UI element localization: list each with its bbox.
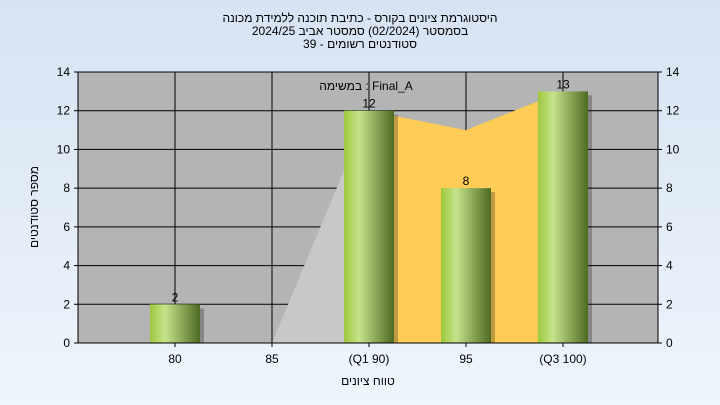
bar (150, 304, 200, 343)
y-tick-label-right: 10 (666, 142, 680, 156)
x-tick-label: 80 (168, 352, 182, 366)
plot-frame (77, 71, 659, 344)
annotation-label: במשימה : Final_A (319, 79, 413, 93)
y-tick-label-left: 10 (57, 142, 71, 156)
y-tick-label-left: 2 (63, 297, 70, 311)
y-axis-label: מספר סטודנטים (27, 166, 41, 248)
y-tick-label-right: 14 (666, 65, 680, 79)
y-tick-label-right: 12 (666, 104, 680, 118)
bar-value-label: 2 (172, 290, 179, 304)
x-tick-label: 95 (459, 352, 473, 366)
y-tick-label-right: 8 (666, 181, 673, 195)
bar (441, 188, 491, 343)
y-tick-label-left: 14 (57, 65, 71, 79)
bar-value-label: 13 (556, 77, 570, 91)
y-tick-label-right: 6 (666, 220, 673, 234)
bar (538, 91, 588, 343)
y-tick-label-left: 8 (63, 181, 70, 195)
x-tick-label: (Q1 90) (349, 352, 390, 366)
y-tick-label-right: 2 (666, 297, 673, 311)
y-tick-label-left: 12 (57, 104, 71, 118)
x-tick-label: (Q3 100) (539, 352, 586, 366)
bar (344, 110, 394, 343)
chart-title-line-3: סטודנטים רשומים - 39 (303, 37, 417, 51)
chart-title-line-1: היסטוגרמת ציונים בקורס - כתיבת תוכנה ללמ… (222, 11, 498, 25)
y-tick-label-left: 0 (63, 336, 70, 350)
y-tick-label-left: 6 (63, 220, 70, 234)
x-axis-label: טווח ציונים (341, 374, 395, 388)
x-tick-label: 85 (265, 352, 279, 366)
y-tick-label-right: 4 (666, 259, 673, 273)
bar-value-label: 8 (463, 174, 470, 188)
y-tick-label-left: 4 (63, 259, 70, 273)
bar-value-label: 12 (362, 97, 376, 111)
y-tick-label-right: 0 (666, 336, 673, 350)
chart-title-line-2: בסמסטר (02/2024) סמסטר אביב 2024/25 (251, 24, 469, 38)
